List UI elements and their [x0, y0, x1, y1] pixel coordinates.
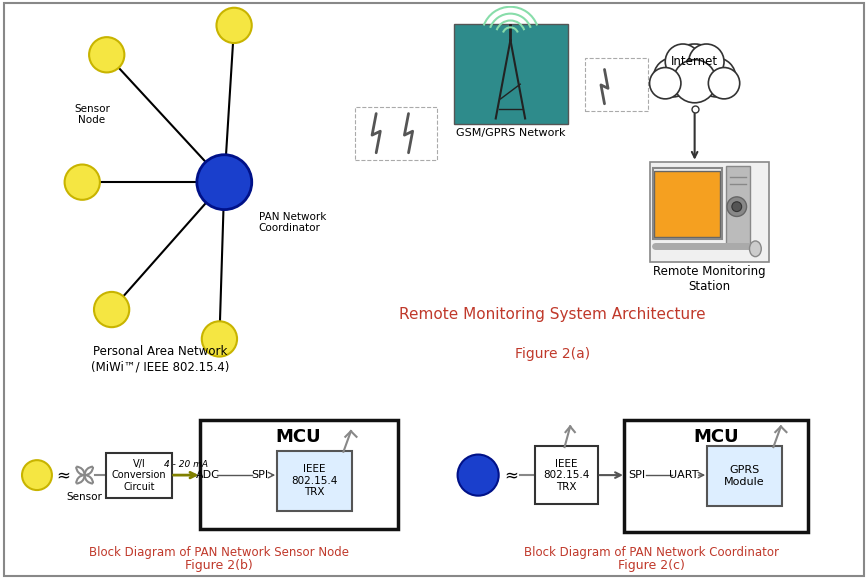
Text: Figure 2(c): Figure 2(c)	[617, 559, 685, 572]
Text: GPRS
Module: GPRS Module	[724, 466, 765, 487]
Text: IEEE
802.15.4
TRX: IEEE 802.15.4 TRX	[543, 459, 589, 492]
FancyBboxPatch shape	[454, 24, 569, 124]
Circle shape	[732, 201, 741, 211]
Circle shape	[689, 44, 724, 79]
FancyBboxPatch shape	[649, 162, 769, 262]
Text: IEEE
802.15.4
TRX: IEEE 802.15.4 TRX	[292, 464, 338, 497]
Text: MCU: MCU	[276, 428, 321, 446]
Circle shape	[64, 164, 100, 200]
Text: Sensor
Node: Sensor Node	[74, 104, 110, 126]
Circle shape	[94, 292, 129, 327]
Circle shape	[654, 58, 693, 97]
FancyBboxPatch shape	[654, 171, 720, 237]
Text: UART: UART	[669, 470, 699, 480]
Text: ADC: ADC	[196, 470, 220, 480]
Text: SPI: SPI	[251, 470, 268, 480]
Circle shape	[201, 321, 237, 357]
Text: ≈: ≈	[504, 466, 518, 484]
Circle shape	[708, 68, 740, 99]
Circle shape	[457, 455, 499, 496]
Ellipse shape	[749, 241, 761, 256]
Text: Remote Monitoring
Station: Remote Monitoring Station	[653, 265, 766, 294]
Circle shape	[697, 58, 736, 97]
Text: MCU: MCU	[694, 428, 739, 446]
Text: 4 - 20 mA: 4 - 20 mA	[164, 460, 208, 468]
Text: Figure 2(b): Figure 2(b)	[185, 559, 253, 572]
Circle shape	[216, 8, 252, 43]
Text: Block Diagram of PAN Network Sensor Node: Block Diagram of PAN Network Sensor Node	[89, 546, 349, 559]
Text: SPI: SPI	[628, 470, 646, 480]
Circle shape	[89, 37, 124, 72]
Circle shape	[197, 155, 252, 210]
Text: Sensor: Sensor	[67, 492, 102, 502]
Text: Personal Area Network
(MiWi™/ IEEE 802.15.4): Personal Area Network (MiWi™/ IEEE 802.1…	[91, 345, 230, 373]
Circle shape	[22, 460, 52, 490]
FancyBboxPatch shape	[707, 446, 782, 506]
FancyBboxPatch shape	[200, 420, 398, 529]
FancyBboxPatch shape	[277, 451, 352, 511]
Text: GSM/GPRS Network: GSM/GPRS Network	[456, 129, 565, 138]
Text: PAN Network
Coordinator: PAN Network Coordinator	[259, 211, 326, 233]
FancyBboxPatch shape	[624, 420, 808, 532]
FancyBboxPatch shape	[536, 446, 598, 504]
Text: V/I
Conversion
Circuit: V/I Conversion Circuit	[111, 459, 166, 492]
Circle shape	[649, 68, 681, 99]
Circle shape	[665, 44, 700, 79]
Text: ≈: ≈	[56, 466, 70, 484]
Text: Internet: Internet	[671, 55, 718, 68]
Text: Figure 2(a): Figure 2(a)	[515, 347, 590, 361]
Circle shape	[673, 60, 716, 103]
FancyBboxPatch shape	[726, 167, 749, 245]
Text: Remote Monitoring System Architecture: Remote Monitoring System Architecture	[399, 307, 706, 322]
Circle shape	[667, 44, 722, 99]
Circle shape	[727, 197, 746, 217]
Text: Block Diagram of PAN Network Coordinator: Block Diagram of PAN Network Coordinator	[523, 546, 779, 559]
FancyBboxPatch shape	[106, 453, 172, 497]
